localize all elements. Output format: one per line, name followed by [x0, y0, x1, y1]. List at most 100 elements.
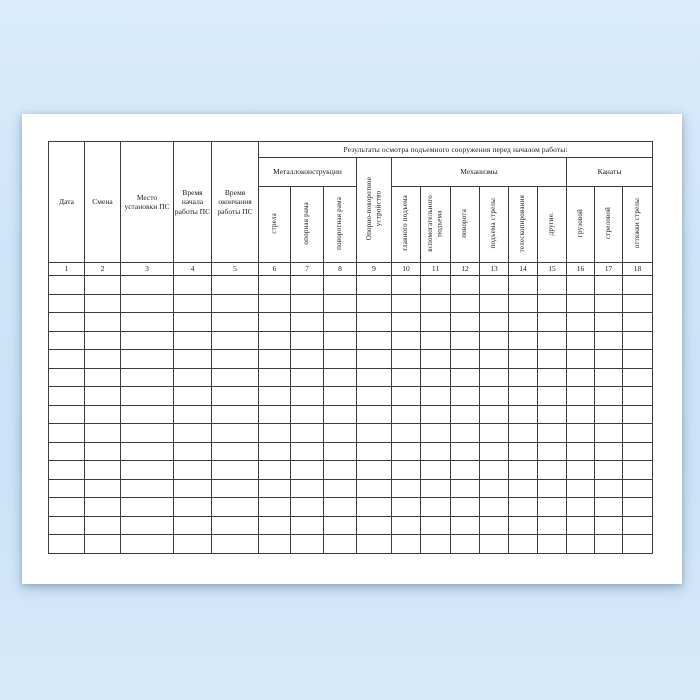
- empty-cell: [356, 330, 392, 350]
- empty-cell: [173, 293, 212, 313]
- empty-data-row: [48, 312, 654, 332]
- empty-cell: [420, 460, 451, 480]
- col-number: 4: [173, 262, 212, 276]
- empty-cell: [356, 534, 392, 554]
- empty-cell: [594, 349, 623, 369]
- empty-cell: [120, 404, 174, 424]
- inspection-results-header: Результаты осмотра подъемного сооружения…: [257, 141, 654, 158]
- col-number: 17: [594, 262, 623, 276]
- empty-cell: [537, 312, 567, 332]
- empty-cell: [566, 515, 595, 535]
- col-header-rotary-frame: поворотная рама: [323, 186, 357, 263]
- empty-cell: [84, 404, 121, 424]
- empty-cell: [621, 330, 654, 350]
- empty-cell: [290, 515, 324, 535]
- empty-data-row: [48, 330, 654, 350]
- empty-cell: [537, 404, 567, 424]
- empty-cell: [420, 534, 451, 554]
- empty-cell: [258, 312, 291, 332]
- empty-cell: [48, 423, 85, 443]
- empty-cell: [566, 275, 595, 295]
- empty-cell: [450, 515, 480, 535]
- col-number: 9: [356, 262, 392, 276]
- empty-cell: [84, 497, 121, 517]
- empty-cell: [479, 441, 509, 461]
- empty-cell: [420, 367, 451, 387]
- empty-cell: [290, 460, 324, 480]
- data-rows: [48, 275, 654, 554]
- empty-cell: [391, 534, 421, 554]
- empty-data-row: [48, 515, 654, 535]
- empty-cell: [566, 497, 595, 517]
- empty-cell: [356, 423, 392, 443]
- empty-cell: [537, 441, 567, 461]
- empty-cell: [323, 386, 357, 406]
- empty-cell: [621, 460, 654, 480]
- empty-cell: [173, 330, 212, 350]
- empty-cell: [258, 275, 291, 295]
- col-number: 10: [391, 262, 421, 276]
- empty-cell: [479, 275, 509, 295]
- empty-cell: [391, 330, 421, 350]
- empty-cell: [479, 404, 509, 424]
- empty-cell: [323, 275, 357, 295]
- empty-cell: [594, 441, 623, 461]
- empty-cell: [479, 497, 509, 517]
- empty-cell: [479, 293, 509, 313]
- empty-cell: [120, 497, 174, 517]
- empty-cell: [420, 515, 451, 535]
- empty-cell: [258, 460, 291, 480]
- col-number: 11: [420, 262, 451, 276]
- empty-cell: [48, 460, 85, 480]
- empty-cell: [323, 478, 357, 498]
- empty-cell: [479, 534, 509, 554]
- empty-data-row: [48, 497, 654, 517]
- empty-cell: [173, 441, 212, 461]
- empty-cell: [48, 497, 85, 517]
- empty-cell: [290, 386, 324, 406]
- empty-cell: [258, 497, 291, 517]
- empty-cell: [420, 441, 451, 461]
- empty-data-row: [48, 275, 654, 295]
- empty-cell: [420, 330, 451, 350]
- empty-cell: [508, 460, 538, 480]
- empty-cell: [621, 275, 654, 295]
- empty-data-row: [48, 441, 654, 461]
- empty-cell: [48, 349, 85, 369]
- empty-cell: [537, 275, 567, 295]
- empty-cell: [84, 515, 121, 535]
- empty-cell: [48, 515, 85, 535]
- empty-cell: [120, 312, 174, 332]
- empty-cell: [84, 367, 121, 387]
- col-number: 5: [211, 262, 259, 276]
- empty-cell: [479, 460, 509, 480]
- empty-cell: [508, 534, 538, 554]
- empty-cell: [258, 515, 291, 535]
- empty-cell: [258, 330, 291, 350]
- empty-cell: [173, 478, 212, 498]
- empty-cell: [479, 367, 509, 387]
- empty-cell: [537, 515, 567, 535]
- empty-cell: [594, 312, 623, 332]
- empty-cell: [391, 497, 421, 517]
- empty-cell: [323, 349, 357, 369]
- empty-cell: [211, 460, 259, 480]
- empty-cell: [391, 515, 421, 535]
- col-number: 3: [120, 262, 174, 276]
- empty-cell: [84, 275, 121, 295]
- empty-cell: [323, 441, 357, 461]
- col-header-installation-place: Место установки ПС: [120, 141, 174, 263]
- empty-cell: [48, 275, 85, 295]
- col-header-rotation: поворота: [450, 186, 480, 263]
- empty-cell: [594, 404, 623, 424]
- empty-cell: [173, 515, 212, 535]
- empty-cell: [537, 293, 567, 313]
- empty-cell: [508, 349, 538, 369]
- col-number: 18: [621, 262, 654, 276]
- empty-cell: [594, 293, 623, 313]
- empty-cell: [356, 312, 392, 332]
- empty-cell: [566, 312, 595, 332]
- empty-cell: [290, 312, 324, 332]
- empty-cell: [594, 423, 623, 443]
- empty-cell: [211, 386, 259, 406]
